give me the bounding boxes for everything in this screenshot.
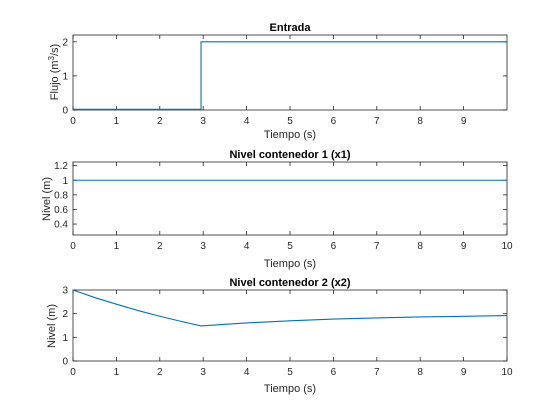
- plot-area-entrada: [72, 34, 508, 111]
- x-tick-label-1-3: 3: [200, 241, 206, 252]
- series-line-nivel-2: [72, 289, 508, 327]
- y-tick-label-0-1: 1: [62, 71, 68, 82]
- x-tick-label-0-6: 6: [331, 116, 337, 127]
- x-tick-label-0-2: 2: [157, 116, 163, 127]
- x-tick-label-1-1: 1: [114, 241, 120, 252]
- x-tick-label-2-4: 4: [244, 367, 250, 378]
- xlabel-entrada: Tiempo (s): [264, 129, 316, 141]
- ylabel-nivel-2: Nivel (m): [46, 304, 58, 348]
- ylabel-entrada-main: Flujo (m: [49, 60, 61, 100]
- plot-area-nivel-2: [72, 289, 508, 362]
- x-tick-label-0-4: 4: [244, 116, 250, 127]
- plot-area-nivel-1: [72, 161, 508, 236]
- x-tick-label-2-10: 10: [501, 367, 513, 378]
- xlabel-nivel-2: Tiempo (s): [264, 383, 316, 395]
- x-tick-label-2-1: 1: [114, 367, 120, 378]
- x-tick-label-0-7: 7: [374, 116, 380, 127]
- subplot-nivel-1: Nivel contenedor 1 (x1) Tiempo (s) Nivel…: [41, 149, 513, 270]
- x-tick-label-0-0: 0: [70, 116, 76, 127]
- y-tick-label-2-0: 0: [62, 357, 68, 368]
- ylabel-entrada-sup: 3: [47, 55, 56, 60]
- x-tick-label-2-9: 9: [461, 367, 467, 378]
- x-tick-label-1-5: 5: [287, 241, 293, 252]
- title-nivel-2: Nivel contenedor 2 (x2): [229, 277, 350, 289]
- x-tick-label-2-2: 2: [157, 367, 163, 378]
- y-tick-label-0-0: 0: [62, 106, 68, 117]
- ticks-nivel-2: 0 1 2 3 4 5 6 7 8 9 10 0 1 2 3: [62, 286, 513, 379]
- x-tick-label-0-9: 9: [461, 116, 467, 127]
- x-tick-label-2-5: 5: [287, 367, 293, 378]
- x-tick-label-1-9: 9: [461, 241, 467, 252]
- y-tick-label-1-0: 0.4: [54, 220, 68, 231]
- ticks-nivel-1: 0 1 2 3 4 5 6 7 8 9 10 0.4 0.6 0.8 1 1.2: [54, 161, 513, 252]
- title-entrada: Entrada: [270, 22, 312, 34]
- x-tick-label-2-7: 7: [374, 367, 380, 378]
- x-tick-label-0-8: 8: [417, 116, 423, 127]
- x-tick-label-2-0: 0: [70, 367, 76, 378]
- ylabel-nivel-1: Nivel (m): [41, 177, 53, 221]
- x-tick-label-0-5: 5: [287, 116, 293, 127]
- x-tick-label-1-10: 10: [501, 241, 513, 252]
- y-tick-label-1-3: 1: [62, 176, 68, 187]
- x-tick-label-2-8: 8: [417, 367, 423, 378]
- x-tick-label-2-6: 6: [331, 367, 337, 378]
- x-tick-label-1-0: 0: [70, 241, 76, 252]
- y-tick-label-1-1: 0.6: [54, 205, 68, 216]
- x-tick-label-2-3: 3: [200, 367, 206, 378]
- ylabel-entrada-tail: /s): [49, 44, 61, 56]
- y-tick-label-2-3: 3: [62, 286, 68, 297]
- x-tick-label-1-6: 6: [331, 241, 337, 252]
- y-tick-label-1-2: 0.8: [54, 190, 68, 201]
- x-tick-label-0-3: 3: [200, 116, 206, 127]
- ylabel-entrada: Flujo (m3/s): [47, 44, 61, 100]
- y-tick-label-0-2: 2: [62, 37, 68, 48]
- title-nivel-1: Nivel contenedor 1 (x1): [229, 149, 350, 161]
- y-tick-label-1-4: 1.2: [54, 161, 68, 172]
- ticks-entrada: 0 1 2 3 4 5 6 7 8 9 0 1 2: [62, 35, 507, 127]
- x-tick-label-0-1: 1: [114, 116, 120, 127]
- series-line-entrada: [73, 41, 507, 110]
- y-tick-label-2-1: 1: [62, 333, 68, 344]
- xlabel-nivel-1: Tiempo (s): [264, 258, 316, 270]
- x-tick-label-1-2: 2: [157, 241, 163, 252]
- y-tick-label-2-2: 2: [62, 309, 68, 320]
- x-tick-label-1-4: 4: [244, 241, 250, 252]
- x-tick-label-1-7: 7: [374, 241, 380, 252]
- x-tick-label-1-8: 8: [417, 241, 423, 252]
- subplot-nivel-2: Nivel contenedor 2 (x2) Tiempo (s) Nivel…: [46, 277, 513, 395]
